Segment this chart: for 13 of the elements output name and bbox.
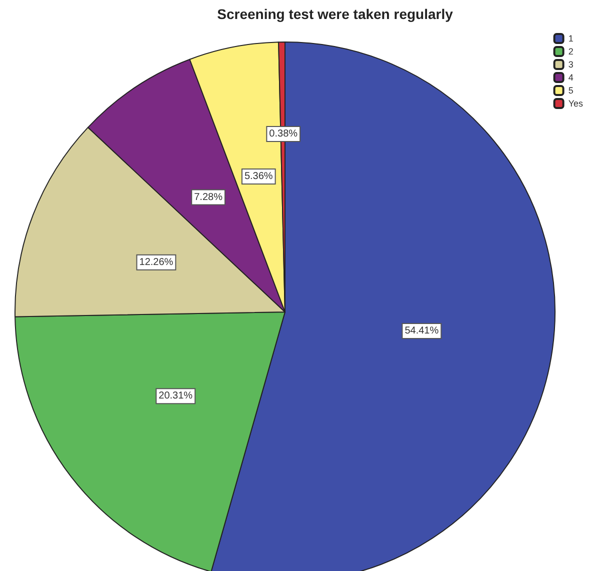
data-label: 12.26% <box>139 256 174 268</box>
data-label: 54.41% <box>404 326 439 337</box>
chart-title: Screening test were taken regularly <box>217 6 454 22</box>
data-label: 0.38% <box>269 128 298 140</box>
legend-label: 5 <box>568 86 574 96</box>
legend-label: 4 <box>568 72 574 82</box>
legend-label: 2 <box>568 46 574 56</box>
legend-label: Yes <box>568 98 584 108</box>
legend-label: 3 <box>568 60 574 70</box>
data-label: 7.28% <box>194 192 223 203</box>
data-label: 20.31% <box>158 390 193 402</box>
data-label: 5.36% <box>244 171 273 182</box>
legend-label: 1 <box>568 34 574 44</box>
